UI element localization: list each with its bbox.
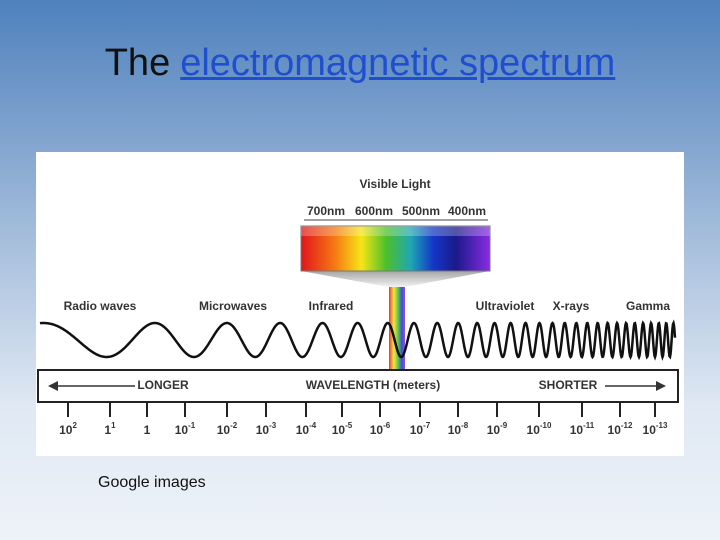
tick-label: 102 xyxy=(59,421,77,437)
title: The electromagnetic spectrum xyxy=(0,42,720,85)
tick-label: 10-7 xyxy=(410,421,431,437)
tick-base: 10 xyxy=(175,423,189,437)
tick-label: 10-10 xyxy=(527,421,552,437)
tick-exp: -6 xyxy=(383,421,391,430)
wave xyxy=(39,319,677,361)
tick-label: 10-12 xyxy=(608,421,633,437)
tick-label: 10-3 xyxy=(256,421,277,437)
image-frame xyxy=(36,152,684,456)
tick-base: 1 xyxy=(144,423,151,437)
visible-light-label: Visible Light xyxy=(359,177,430,191)
tick-label: 10-8 xyxy=(448,421,469,437)
tick-label: 10-11 xyxy=(570,421,595,437)
shorter-label: SHORTER xyxy=(539,378,598,392)
tick-label: 10-4 xyxy=(296,421,317,437)
wave-label: Microwaves xyxy=(199,299,267,313)
wave-label: Ultraviolet xyxy=(476,299,535,313)
wave-label: Gamma xyxy=(626,299,670,313)
nm-label: 400nm xyxy=(448,204,486,218)
wavelength-label: WAVELENGTH (meters) xyxy=(306,378,440,392)
tick-base: 10 xyxy=(643,423,657,437)
nm-label: 700nm xyxy=(307,204,345,218)
caption: Google images xyxy=(98,474,206,491)
nm-label: 600nm xyxy=(355,204,393,218)
visible-spectrum xyxy=(300,225,491,272)
longer-label: LONGER xyxy=(137,378,189,392)
tick-label: 1 xyxy=(144,423,151,437)
prism-cone xyxy=(301,271,490,287)
tick-base: 10 xyxy=(256,423,270,437)
tick-base: 10 xyxy=(527,423,541,437)
tick-base: 10 xyxy=(410,423,424,437)
tick-exp: 2 xyxy=(72,421,77,430)
tick-label: 11 xyxy=(104,421,116,437)
tick-exp: -1 xyxy=(188,421,196,430)
tick-exp: -10 xyxy=(540,421,552,430)
nm-label: 500nm xyxy=(402,204,440,218)
tick-label: 10-9 xyxy=(487,421,508,437)
tick-base: 10 xyxy=(332,423,346,437)
tick-base: 10 xyxy=(448,423,462,437)
tick-exp: -3 xyxy=(269,421,277,430)
tick-base: 1 xyxy=(104,423,111,437)
tick-exp: -7 xyxy=(423,421,431,430)
tick-exp: 1 xyxy=(111,421,116,430)
spectrum-highlight xyxy=(301,226,490,236)
tick-base: 10 xyxy=(217,423,231,437)
tick-label: 10-1 xyxy=(175,421,196,437)
wavelength-bar xyxy=(37,369,679,403)
arrow-right-head xyxy=(656,381,666,391)
tick-label: 10-6 xyxy=(370,421,391,437)
tick-exp: -11 xyxy=(583,421,595,430)
wave-label: X-rays xyxy=(553,299,590,313)
dynamic: 700nm 600nm 500nm 400nm Radio waves Microwave… xyxy=(59,204,670,437)
tick-exp: -4 xyxy=(309,421,317,430)
tick-exp: -9 xyxy=(500,421,508,430)
tick-label: 10-5 xyxy=(332,421,353,437)
tick-label: 10-2 xyxy=(217,421,238,437)
tick-exp: -2 xyxy=(230,421,238,430)
tick-exp: -5 xyxy=(345,421,353,430)
arrow-left-head xyxy=(48,381,58,391)
tick-base: 10 xyxy=(487,423,501,437)
wave-label: Radio waves xyxy=(64,299,137,313)
title-text: The xyxy=(104,42,171,84)
tick-base: 10 xyxy=(59,423,73,437)
title-link[interactable]: electromagnetic spectrum xyxy=(180,42,616,84)
tick-base: 10 xyxy=(570,423,584,437)
tick-base: 10 xyxy=(608,423,622,437)
tick-base: 10 xyxy=(296,423,310,437)
tick-base: 10 xyxy=(370,423,384,437)
tick-label: 10-13 xyxy=(643,421,668,437)
wave-label: Infrared xyxy=(309,299,354,313)
tick-exp: -8 xyxy=(461,421,469,430)
tick-exp: -13 xyxy=(656,421,668,430)
tick-exp: -12 xyxy=(621,421,633,430)
